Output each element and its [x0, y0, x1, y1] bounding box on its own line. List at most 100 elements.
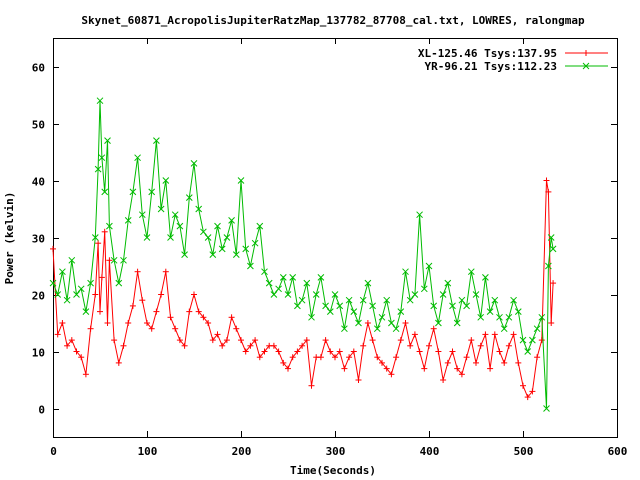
- data-point: [115, 279, 123, 287]
- data-point: [82, 371, 89, 378]
- y-tick-label: 40: [32, 176, 45, 189]
- data-point: [233, 325, 240, 332]
- data-point: [171, 211, 179, 219]
- data-point: [106, 257, 113, 264]
- data-point: [172, 325, 179, 332]
- data-point: [92, 291, 99, 298]
- data-point: [397, 308, 405, 315]
- data-point: [369, 302, 376, 310]
- data-point: [529, 388, 536, 395]
- data-point: [486, 308, 494, 315]
- y-tick-label: 20: [32, 290, 45, 303]
- data-point: [148, 188, 156, 196]
- x-tick-label: 400: [420, 445, 440, 458]
- legend-swatch: [565, 62, 608, 70]
- data-point: [322, 302, 329, 310]
- data-point: [294, 302, 301, 310]
- data-point: [139, 297, 146, 304]
- data-point: [153, 137, 160, 144]
- data-point: [115, 359, 122, 366]
- data-point: [312, 291, 320, 298]
- y-tick-label: 0: [38, 404, 45, 417]
- data-point: [63, 296, 71, 304]
- data-point: [120, 342, 127, 349]
- data-point: [275, 348, 282, 355]
- data-point: [280, 359, 287, 366]
- data-point: [94, 165, 102, 173]
- data-point: [95, 240, 102, 247]
- data-point: [176, 222, 184, 230]
- data-point: [496, 348, 503, 355]
- data-point: [505, 313, 513, 321]
- x-tick-label: 500: [514, 445, 534, 458]
- data-point: [191, 291, 197, 298]
- data-point: [68, 256, 76, 264]
- data-point: [98, 274, 105, 281]
- data-point: [383, 365, 390, 372]
- data-point: [500, 325, 508, 333]
- x-axis-label: Time(Seconds): [290, 464, 376, 477]
- data-point: [200, 228, 207, 236]
- x-tick-label: 200: [232, 445, 252, 458]
- y-tick-label: 50: [32, 119, 45, 132]
- data-point: [134, 154, 141, 162]
- data-point: [545, 188, 552, 195]
- data-point: [510, 331, 517, 338]
- data-point: [256, 354, 263, 361]
- data-point: [463, 302, 470, 310]
- data-point: [195, 308, 202, 315]
- data-point: [477, 313, 485, 321]
- data-point: [453, 319, 461, 327]
- data-point: [326, 308, 334, 315]
- data-point: [364, 320, 371, 326]
- data-point: [379, 359, 385, 366]
- data-point: [68, 337, 75, 344]
- data-point: [416, 348, 423, 355]
- data-point: [458, 371, 465, 378]
- data-point: [157, 205, 165, 213]
- data-point: [303, 279, 311, 287]
- data-point: [482, 331, 489, 338]
- data-point: [162, 268, 169, 275]
- data-point: [402, 268, 409, 276]
- data-point: [388, 371, 395, 378]
- data-point: [341, 325, 348, 333]
- data-point: [209, 251, 217, 258]
- y-tick-label: 60: [32, 62, 45, 75]
- data-point: [482, 274, 489, 281]
- data-point: [214, 331, 221, 338]
- data-point: [247, 342, 254, 349]
- data-point: [251, 239, 259, 247]
- data-point: [97, 308, 103, 315]
- data-point: [473, 359, 479, 366]
- data-point: [341, 365, 348, 372]
- legend-label: XL-125.46 Tsys:137.95: [418, 47, 557, 60]
- data-point: [407, 342, 414, 349]
- data-point: [120, 256, 127, 264]
- data-point: [228, 314, 235, 321]
- plot-frame: [53, 38, 618, 438]
- data-point: [388, 319, 395, 327]
- data-point: [411, 331, 418, 338]
- data-point: [261, 348, 268, 355]
- data-point: [279, 274, 287, 281]
- data-point: [477, 342, 484, 349]
- data-point: [158, 291, 165, 298]
- data-point: [252, 337, 259, 344]
- data-point: [332, 354, 338, 361]
- data-point: [331, 291, 339, 298]
- data-point: [110, 256, 118, 264]
- data-point: [285, 365, 291, 372]
- data-point: [444, 359, 451, 366]
- data-point: [242, 245, 250, 253]
- data-point: [204, 234, 212, 241]
- data-point: [435, 319, 442, 327]
- data-point: [219, 342, 226, 349]
- data-point: [129, 188, 137, 196]
- data-point: [167, 234, 174, 241]
- data-point: [270, 291, 278, 298]
- data-point: [59, 320, 66, 326]
- data-point: [143, 234, 151, 241]
